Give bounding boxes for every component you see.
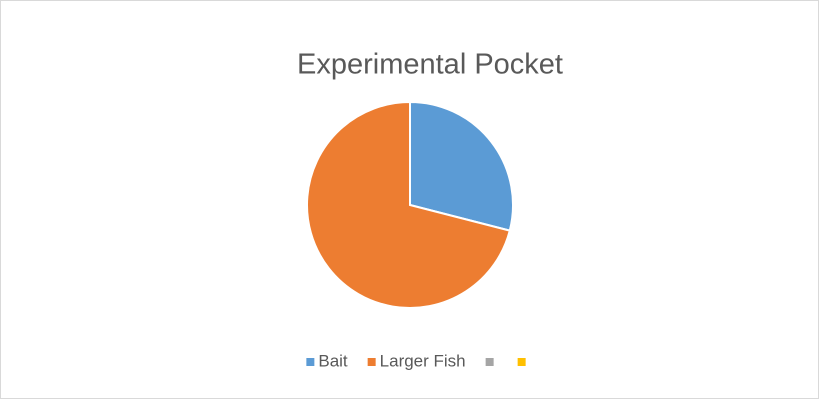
legend-swatch [306,358,315,366]
legend-swatch [367,358,376,366]
legend-label: Bait [318,351,348,370]
legend-swatch [517,358,526,366]
pie-slice [306,100,511,309]
pie-slice [409,100,514,232]
chart-title: Experimental Pocket [297,49,563,81]
legend-swatch [485,358,494,366]
legend-label: Larger Fish [380,351,466,370]
